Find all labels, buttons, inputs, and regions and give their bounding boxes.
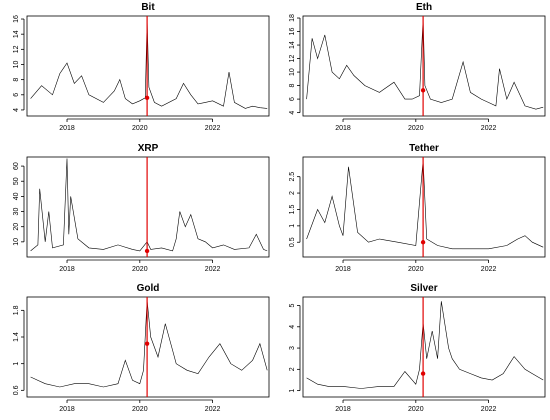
- y-tick-label: 1: [289, 389, 296, 393]
- x-tick-label: 2018: [335, 125, 351, 132]
- x-tick-label: 2020: [408, 406, 424, 413]
- y-tick-label: 2.5: [289, 172, 296, 182]
- y-tick-label: 10: [289, 68, 296, 76]
- y-tick-label: 12: [13, 45, 20, 53]
- y-tick-label: 8: [289, 84, 296, 88]
- series-line: [306, 301, 544, 389]
- panel-title: Tether: [409, 143, 439, 154]
- y-tick-label: 4: [289, 111, 296, 115]
- plot-box: [26, 296, 270, 398]
- x-tick-label: 2022: [481, 266, 497, 273]
- x-tick-label: 2020: [132, 125, 148, 132]
- x-tick-label: 2022: [205, 406, 221, 413]
- y-tick-label: 14: [289, 41, 296, 49]
- y-tick-label: 18: [289, 14, 296, 22]
- x-tick-label: 2018: [59, 266, 75, 273]
- panel-eth: Eth 2018 2020 2022 4 6 8 10 12 14 16 18: [289, 2, 546, 132]
- x-tick-label: 2022: [481, 406, 497, 413]
- y-tick-label: 16: [13, 15, 20, 23]
- x-tick-label: 2020: [132, 266, 148, 273]
- y-tick-label: 16: [289, 28, 296, 36]
- y-tick-label: 1.4: [13, 332, 20, 342]
- panel-silver: Silver 2018 2020 2022 1 2 3 4 5: [289, 283, 546, 413]
- x-tick-label: 2018: [335, 266, 351, 273]
- event-point: [144, 341, 150, 346]
- y-tick-label: 2: [289, 367, 296, 371]
- x-tick-label: 2022: [205, 125, 221, 132]
- panel-title: XRP: [138, 143, 159, 154]
- plot-box: [302, 156, 546, 258]
- event-point: [420, 371, 426, 376]
- plot-box: [302, 296, 546, 398]
- series-line: [30, 158, 268, 252]
- plot-box: [26, 15, 270, 117]
- y-tick-label: 0.6: [13, 385, 20, 395]
- panel-tether: Tether 2018 2020 2022 0.5 1 1.5 2 2.5: [289, 143, 546, 273]
- y-tick-label: 2: [289, 191, 296, 195]
- panel-title: Eth: [416, 2, 432, 13]
- y-tick-label: 50: [13, 177, 20, 185]
- y-tick-label: 10: [13, 238, 20, 246]
- y-tick-label: 6: [13, 93, 20, 97]
- y-tick-label: 1: [289, 224, 296, 228]
- event-point: [144, 95, 150, 101]
- x-tick-label: 2018: [335, 406, 351, 413]
- y-tick-label: 6: [289, 97, 296, 101]
- plot-box: [26, 156, 270, 258]
- series-line: [30, 300, 268, 388]
- y-tick-label: 12: [289, 55, 296, 63]
- panel-xrp: XRP 2018 2020 2022 10 20 30 40 50 60: [13, 143, 270, 273]
- x-tick-label: 2020: [408, 125, 424, 132]
- event-point: [420, 88, 426, 93]
- event-point: [420, 240, 426, 245]
- series-line: [30, 18, 268, 109]
- series-line: [306, 17, 544, 110]
- plot-box: [302, 15, 546, 117]
- panel-bit: Bit 2018 2020 2022 4 6 8 10 12 14 16: [13, 2, 270, 132]
- y-tick-label: 60: [13, 162, 20, 170]
- y-tick-label: 5: [289, 303, 296, 307]
- y-tick-label: 1.5: [289, 204, 296, 214]
- x-tick-label: 2020: [408, 266, 424, 273]
- y-tick-label: 4: [289, 325, 296, 329]
- y-tick-label: 0.5: [289, 237, 296, 247]
- series-line: [306, 160, 544, 250]
- y-tick-label: 1: [13, 362, 20, 366]
- y-tick-label: 40: [13, 192, 20, 200]
- y-tick-label: 30: [13, 208, 20, 216]
- event-point: [144, 248, 150, 254]
- panel-title: Silver: [410, 283, 437, 294]
- panel-gold: Gold 2018 2020 2022 0.6 1 1.4 1.8: [13, 283, 270, 413]
- panel-title: Bit: [141, 2, 155, 13]
- y-tick-label: 8: [13, 78, 20, 82]
- panel-title: Gold: [137, 283, 160, 294]
- y-tick-label: 20: [13, 223, 20, 231]
- x-tick-label: 2018: [59, 406, 75, 413]
- y-tick-label: 10: [13, 60, 20, 68]
- y-tick-label: 3: [289, 346, 296, 350]
- y-tick-label: 1.8: [13, 305, 20, 315]
- y-tick-label: 4: [13, 108, 20, 112]
- x-tick-label: 2022: [205, 266, 221, 273]
- y-tick-label: 14: [13, 30, 20, 38]
- x-tick-label: 2018: [59, 125, 75, 132]
- x-tick-label: 2020: [132, 406, 148, 413]
- x-tick-label: 2022: [481, 125, 497, 132]
